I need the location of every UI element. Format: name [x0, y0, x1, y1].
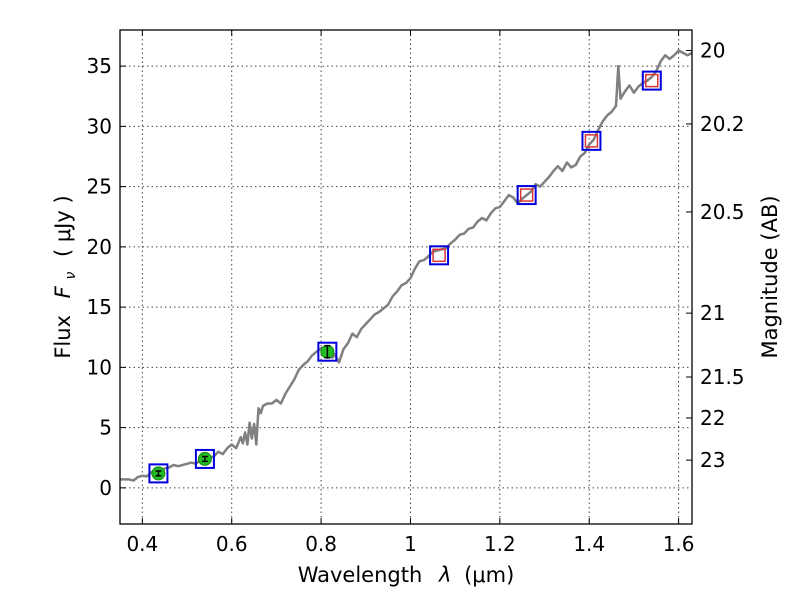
y-tick-label: 5 [99, 416, 112, 440]
synthetic-flux-point [581, 130, 602, 151]
y-axis-title-symbol: F [51, 285, 75, 298]
band-box-marker [516, 185, 537, 206]
y-axis-title: Flux F ν ( μJy ) [51, 195, 80, 358]
y-axis-ticks: 0 5 10 15 20 25 30 35 [87, 54, 126, 500]
magnitude-tick-label: 21 [700, 301, 725, 325]
band-box-marker [429, 245, 450, 266]
x-axis-title-unit: (μm) [464, 563, 514, 587]
y-axis-title-subscript: ν [63, 272, 79, 280]
model-spectrum-layer [120, 49, 692, 482]
magnitude-tick-label: 20 [700, 38, 725, 62]
grid-lines [120, 30, 692, 524]
x-axis-title-symbol: λ [438, 563, 451, 587]
x-axis-title: Wavelength λ (μm) [298, 563, 515, 587]
x-tick-label: 0.8 [305, 532, 337, 556]
y-tick-label: 10 [87, 355, 112, 379]
synthetic-marker [584, 134, 599, 148]
y-axis-title-text: Flux [51, 315, 75, 359]
observed-flux-point [317, 341, 338, 362]
band-box-marker [317, 341, 338, 362]
magnitude-tick-label: 20.2 [700, 112, 745, 136]
magnitude-tick-label: 20.5 [700, 200, 745, 224]
photometry-points-layer [148, 70, 662, 484]
magnitude-axis-ticks: 20 20.2 20.5 21 21.5 22 23 [686, 38, 745, 472]
y-axis-title-unit: ( μJy ) [51, 195, 75, 257]
magnitude-tick-label: 21.5 [700, 365, 745, 389]
x-tick-label: 1.4 [573, 532, 605, 556]
y-tick-label: 15 [87, 295, 112, 319]
plot-frame [119, 29, 693, 525]
x-axis-ticks: 0.4 0.6 0.8 1 1.2 1.4 1.6 [126, 30, 695, 556]
synthetic-marker [645, 73, 659, 88]
synthetic-flux-point [641, 70, 662, 91]
y-tick-label: 25 [87, 175, 112, 199]
magnitude-axis-title: Magnitude (AB) [758, 195, 782, 358]
observed-flux-point [194, 448, 215, 469]
model-spectrum-line [120, 49, 692, 482]
band-box-marker [641, 70, 662, 91]
y-tick-label: 0 [99, 476, 112, 500]
band-box-marker [581, 130, 602, 151]
x-tick-label: 1.6 [663, 532, 695, 556]
x-tick-label: 0.6 [216, 532, 248, 556]
band-box-marker [194, 448, 215, 469]
magnitude-tick-label: 23 [700, 448, 725, 472]
synthetic-marker [519, 188, 534, 202]
y-tick-label: 35 [87, 54, 112, 78]
magnitude-tick-label: 22 [700, 406, 725, 430]
band-box-marker [148, 463, 169, 484]
x-tick-label: 1.2 [484, 532, 516, 556]
synthetic-marker [432, 248, 446, 263]
y-tick-label: 20 [87, 235, 112, 259]
y-tick-label: 30 [87, 114, 112, 138]
observed-flux-point [148, 463, 169, 484]
x-tick-label: 0.4 [126, 532, 158, 556]
synthetic-flux-point [429, 245, 450, 266]
x-axis-title-text: Wavelength [298, 563, 423, 587]
synthetic-flux-point [516, 185, 537, 206]
x-tick-label: 1 [404, 532, 417, 556]
